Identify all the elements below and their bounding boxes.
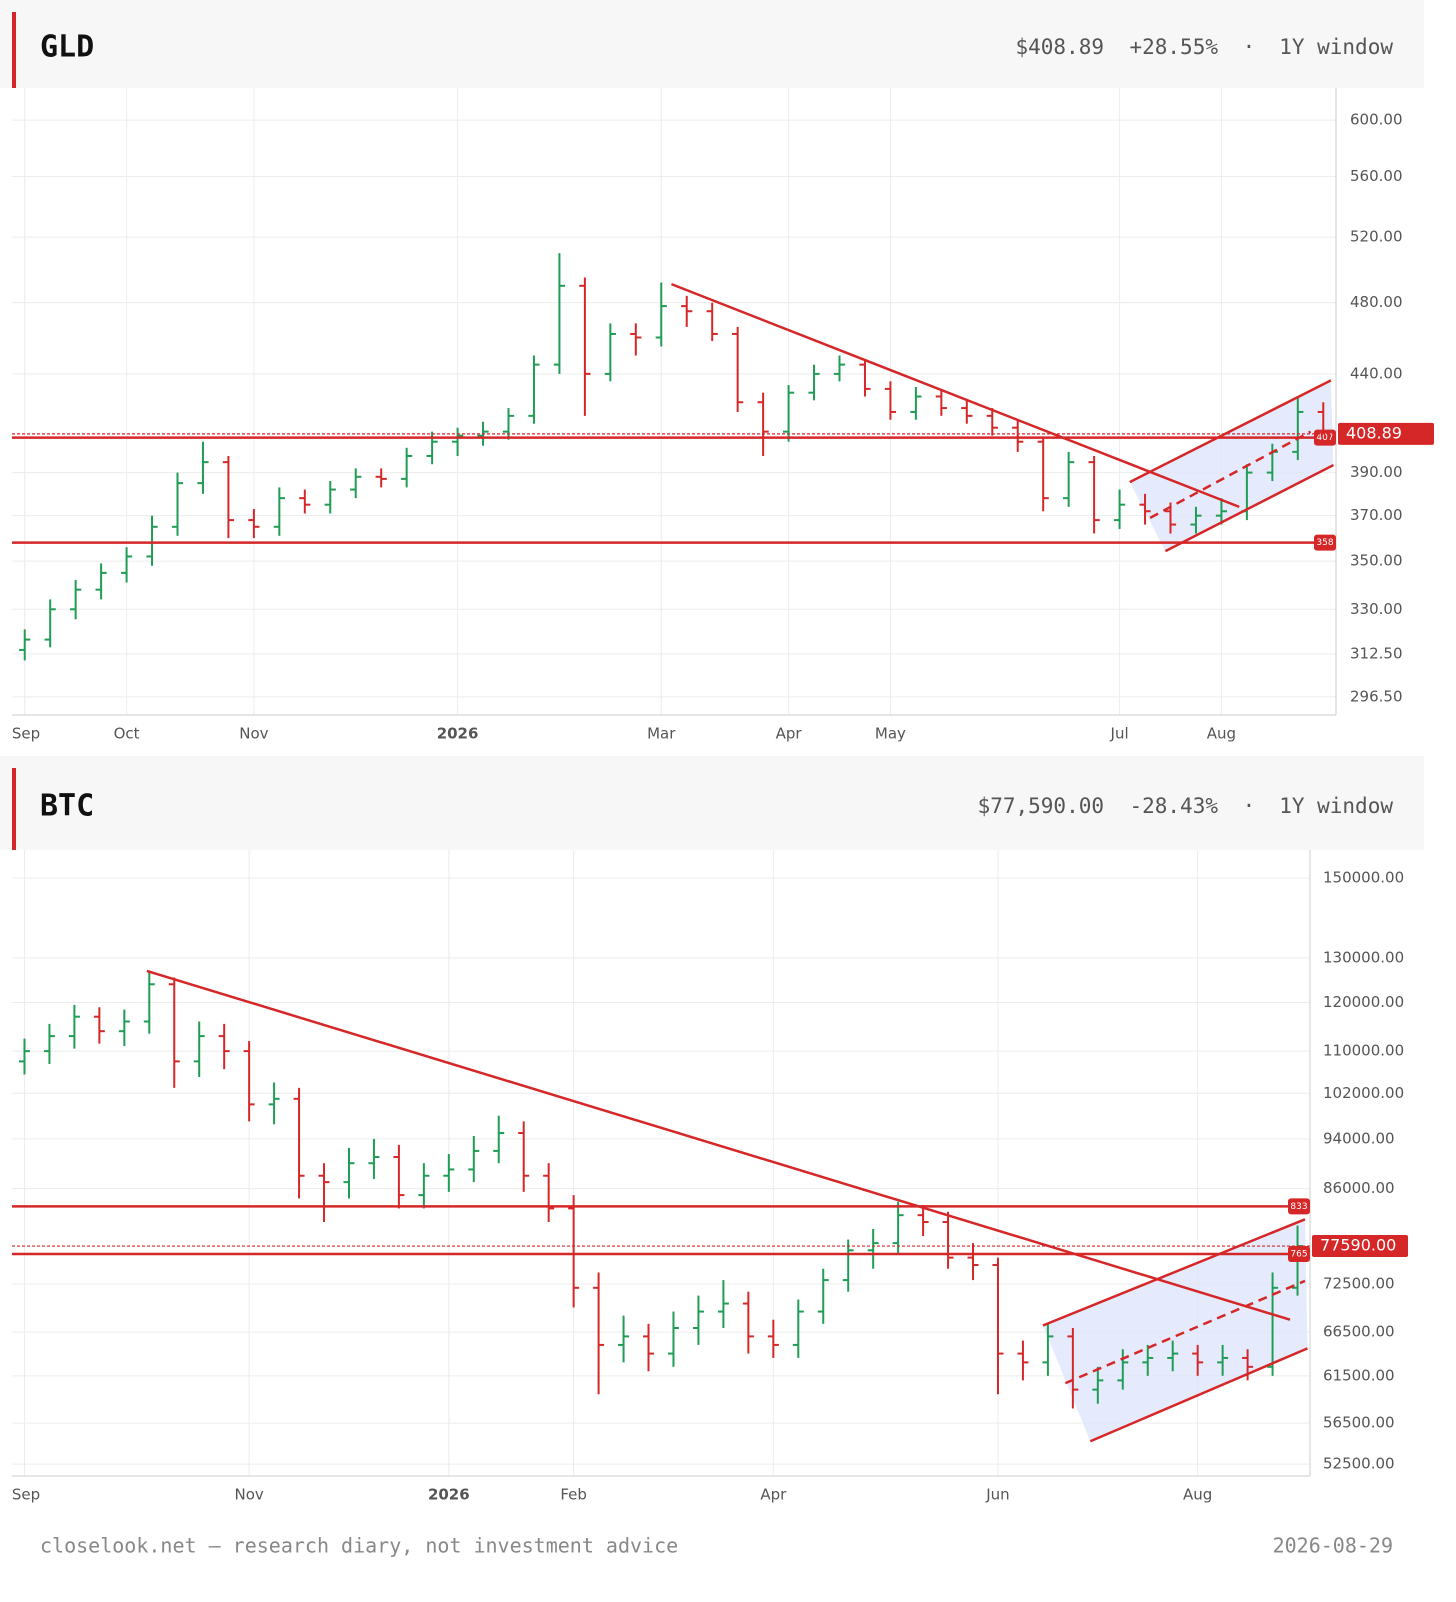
channel-fill [1042, 1219, 1308, 1442]
panel-header [0, 0, 1424, 88]
x-tick-label: Feb [560, 1486, 587, 1504]
price-tag [1312, 1235, 1408, 1258]
price-tag-label: 408.89 [1346, 423, 1402, 442]
y-tick-label: 61500.00 [1323, 1366, 1395, 1384]
x-tick-label: Aug [1207, 725, 1236, 743]
channel-middle [1064, 1279, 1306, 1385]
y-tick-label: 56500.00 [1323, 1414, 1395, 1432]
y-tick-label: 350.00 [1350, 552, 1403, 570]
level-tag [1314, 534, 1336, 551]
trendline [146, 969, 1291, 1321]
price-tag-label: 77590.00 [1320, 1236, 1396, 1255]
level-tag [1288, 1245, 1310, 1262]
panel-header [0, 756, 1424, 850]
x-tick-label: Jun [985, 1486, 1009, 1504]
y-tick-label: 440.00 [1350, 364, 1403, 382]
header-change: -28.43% [1129, 794, 1218, 818]
level-tag-label: 765 [1290, 1249, 1307, 1259]
header-change: +28.55% [1129, 35, 1218, 59]
header-window: 1Y window [1279, 35, 1393, 59]
header-accent [12, 768, 16, 850]
chart-title: GLD [40, 30, 94, 65]
header-price: $408.89 [1015, 35, 1104, 59]
y-tick-label: 52500.00 [1323, 1455, 1395, 1473]
x-tick-label: Oct [114, 725, 140, 743]
header-separator: · [1243, 794, 1256, 818]
x-tick-label: Jul [1110, 725, 1129, 743]
header-window: 1Y window [1279, 794, 1393, 818]
x-tick-label: Sep [12, 1486, 40, 1504]
channel-fill [1129, 380, 1334, 552]
header-accent [12, 12, 16, 88]
y-tick-label: 480.00 [1350, 293, 1403, 311]
x-tick-label: 2026 [437, 725, 479, 743]
header-price: $77,590.00 [978, 794, 1104, 818]
y-tick-label: 330.00 [1350, 600, 1403, 618]
x-tick-label: 2026 [428, 1486, 470, 1504]
level-tag-label: 833 [1290, 1202, 1307, 1212]
channel-middle [1149, 430, 1312, 519]
y-tick-label: 120000.00 [1323, 993, 1404, 1011]
level-tag [1288, 1198, 1310, 1215]
chart-title: BTC [40, 789, 94, 824]
y-tick-label: 312.50 [1350, 644, 1403, 662]
header-separator: · [1243, 35, 1256, 59]
plot-area [12, 88, 1336, 715]
plot-area [12, 850, 1310, 1476]
y-tick-label: 520.00 [1350, 228, 1403, 246]
x-tick-label: Apr [776, 725, 803, 743]
footer-note: closelook.net — research diary, not inve… [40, 1534, 678, 1558]
price-tag [1338, 422, 1434, 445]
channel-upper [1129, 379, 1332, 484]
y-tick-label: 296.50 [1350, 687, 1403, 705]
y-tick-label: 600.00 [1350, 111, 1403, 129]
y-tick-label: 66500.00 [1323, 1323, 1395, 1341]
y-tick-label: 86000.00 [1323, 1179, 1395, 1197]
y-tick-label: 110000.00 [1323, 1042, 1404, 1060]
x-tick-label: Aug [1183, 1486, 1212, 1504]
x-tick-label: May [875, 725, 906, 743]
x-tick-label: Nov [234, 1486, 263, 1504]
x-tick-label: Apr [760, 1486, 787, 1504]
x-tick-label: Nov [239, 725, 268, 743]
y-tick-label: 130000.00 [1323, 948, 1404, 966]
x-tick-label: Sep [12, 725, 40, 743]
channel-upper [1042, 1218, 1306, 1327]
level-tag-label: 407 [1316, 433, 1333, 443]
footer-date: 2026-08-29 [1273, 1534, 1393, 1558]
trendline [670, 282, 1240, 509]
y-tick-label: 370.00 [1350, 506, 1403, 524]
y-tick-label: 390.00 [1350, 463, 1403, 481]
channel-lower [1089, 1347, 1308, 1443]
x-tick-label: Mar [647, 725, 676, 743]
y-tick-label: 560.00 [1350, 167, 1403, 185]
y-tick-label: 94000.00 [1323, 1129, 1395, 1147]
level-tag-label: 358 [1316, 538, 1333, 548]
y-tick-label: 102000.00 [1323, 1084, 1404, 1102]
channel-lower [1164, 463, 1335, 553]
y-tick-label: 72500.00 [1323, 1274, 1395, 1292]
y-tick-label: 150000.00 [1323, 868, 1404, 886]
